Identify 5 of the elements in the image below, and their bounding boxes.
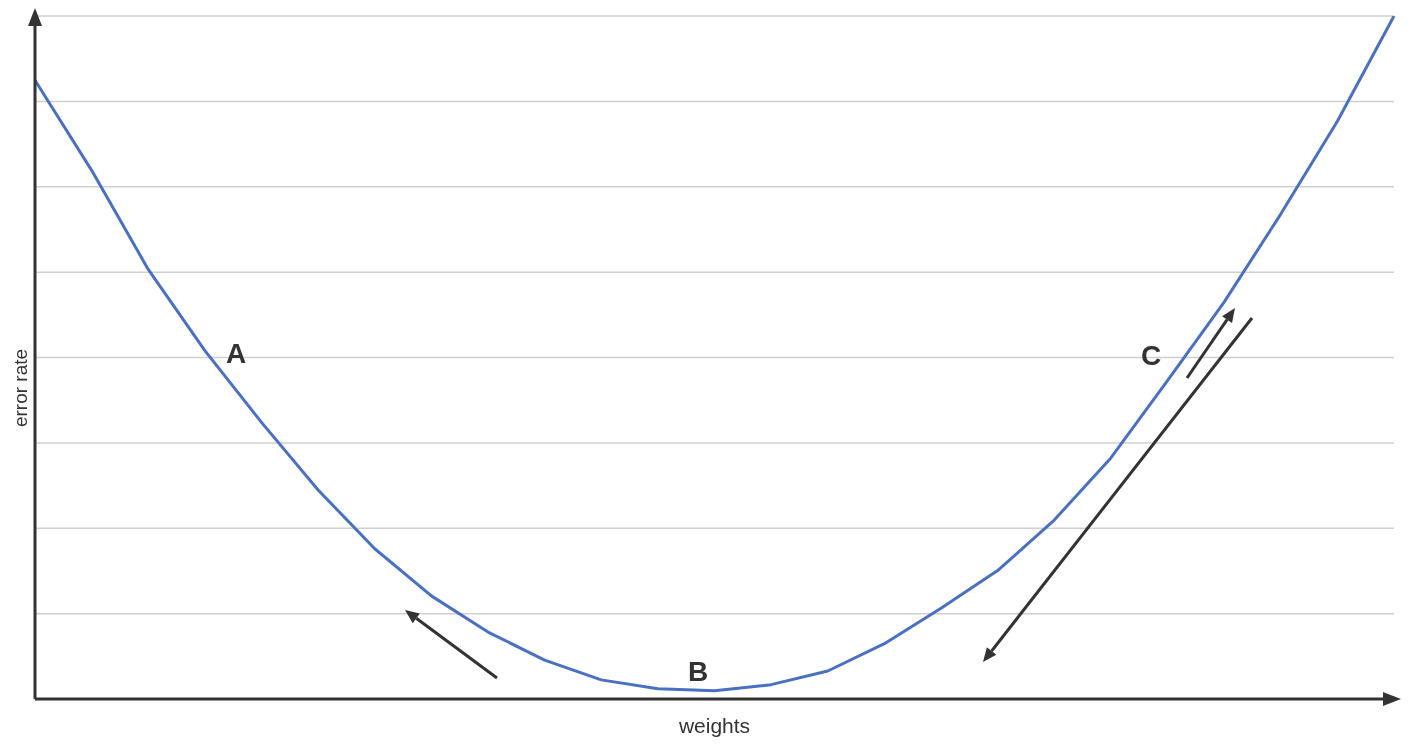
annotation: A bbox=[226, 338, 247, 370]
annotation: C bbox=[1141, 340, 1162, 372]
annotation: B bbox=[688, 656, 709, 688]
y-axis-title: error rate bbox=[10, 348, 32, 428]
x-axis-title: weights bbox=[677, 714, 751, 737]
